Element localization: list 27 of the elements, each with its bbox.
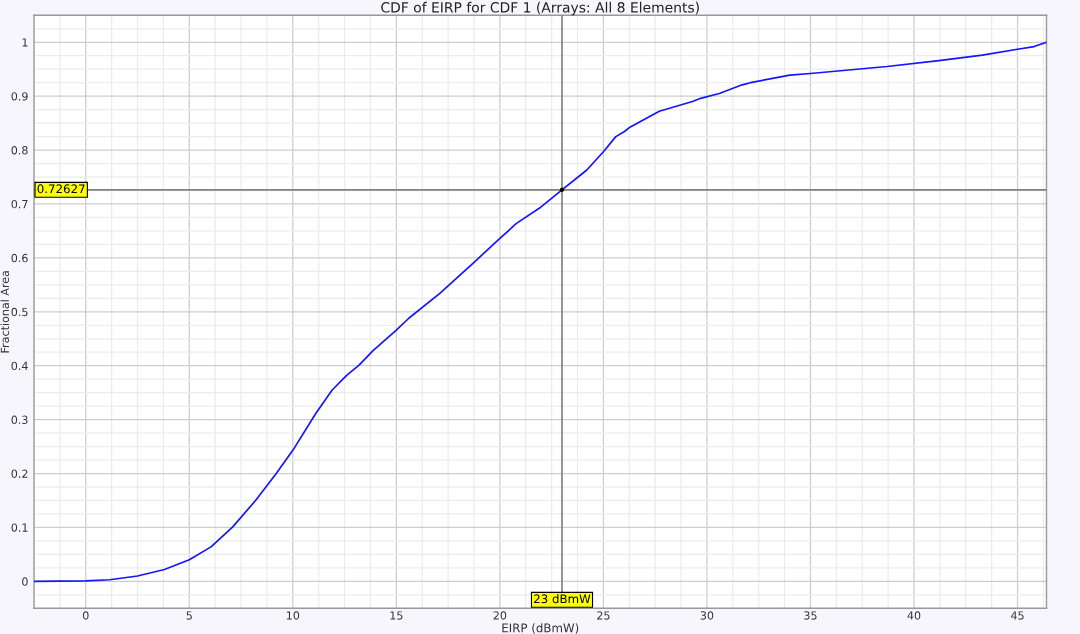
- y-tick-label: 0.7: [11, 199, 28, 209]
- ref-line-label: 0.72627: [37, 184, 85, 194]
- y-tick-label: 0.9: [11, 92, 28, 101]
- y-tick-label: 0.5: [11, 307, 28, 317]
- y-tick-label: 0.3: [11, 415, 28, 424]
- y-tick-label: 0.4: [11, 361, 28, 371]
- x-tick-label: 35: [804, 611, 817, 620]
- x-tick-label: 5: [186, 611, 192, 620]
- y-tick-label: 0: [22, 577, 28, 586]
- ref-line-label: 23 dBmW: [534, 594, 591, 604]
- y-tick-label: 1: [22, 38, 28, 47]
- x-tick-label: 10: [286, 611, 300, 620]
- x-tick-label: 30: [700, 611, 714, 620]
- y-tick-label: 0.1: [11, 523, 28, 532]
- x-tick-label: 40: [907, 611, 921, 620]
- y-axis-title: Fractional Area: [0, 271, 10, 353]
- y-tick-label: 0.8: [11, 146, 28, 155]
- x-axis-title: EIRP (dBmW): [502, 623, 579, 634]
- x-tick-label: 20: [493, 611, 507, 620]
- x-tick-label: 25: [597, 611, 610, 620]
- y-tick-label: 0.2: [11, 469, 28, 478]
- x-tick-label: 15: [390, 611, 403, 620]
- y-tick-label: 0.6: [11, 253, 28, 263]
- x-tick-label: 0: [82, 611, 89, 620]
- x-tick-label: 45: [1010, 611, 1024, 620]
- chart-title: CDF of EIRP for CDF 1 (Arrays: All 8 Elements): [381, 1, 699, 16]
- line-series: [34, 41, 1047, 583]
